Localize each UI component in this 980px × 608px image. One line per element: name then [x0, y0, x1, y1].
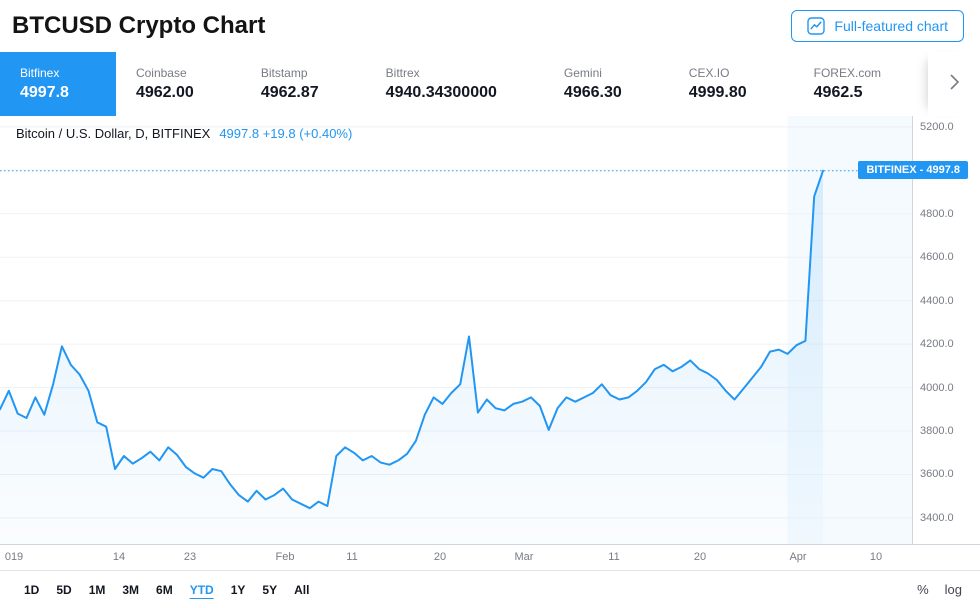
price-axis-label: 4200.0: [920, 338, 954, 350]
exchange-name: Bitfinex: [20, 66, 60, 80]
range-button-5d[interactable]: 5D: [56, 582, 72, 597]
exchange-price: 4966.30: [563, 84, 622, 101]
price-chart[interactable]: [0, 116, 912, 544]
range-button-all[interactable]: All: [294, 582, 310, 597]
time-axis[interactable]: 019 14 23 Feb 11 20 Mar 11 20 Apr 10: [0, 544, 980, 570]
time-axis-label: Feb: [275, 551, 295, 563]
time-axis-label: 23: [183, 551, 197, 563]
exchange-name: CEX.IO: [688, 66, 730, 80]
price-axis-label: 3400.0: [920, 512, 954, 524]
exchange-tab-bittrex[interactable]: Bittrex 4940.34300000: [365, 52, 544, 116]
chart-legend: Bitcoin / U.S. Dollar, D, BITFINEX 4997.8…: [16, 126, 352, 141]
price-axis-label: 5200.0: [920, 121, 954, 133]
exchange-price: 4997.8: [20, 84, 69, 101]
exchange-name: FOREX.com: [813, 66, 881, 80]
price-axis-label: 4400.0: [920, 295, 954, 307]
time-axis-label: 10: [869, 551, 883, 563]
exchange-tab-forex-com[interactable]: FOREX.com 4962.5: [793, 52, 928, 116]
log-scale-button[interactable]: log: [944, 582, 962, 597]
time-axis-label: 11: [608, 551, 620, 563]
header: BTCUSD Crypto Chart Full-featured chart: [0, 0, 980, 52]
time-axis-label: Mar: [514, 551, 534, 563]
legend-quote: 4997.8 +19.8 (+0.40%): [219, 126, 353, 141]
price-axis-label: 4000.0: [920, 382, 954, 394]
range-buttons: 1D 5D 1M 3M 6M YTD 1Y 5Y All: [24, 583, 917, 597]
page-title: BTCUSD Crypto Chart: [12, 12, 266, 39]
full-featured-chart-button[interactable]: Full-featured chart: [791, 10, 964, 42]
time-axis-label: 20: [693, 551, 707, 563]
exchange-name: Gemini: [563, 66, 602, 80]
chart-area: Bitcoin / U.S. Dollar, D, BITFINEX 4997.8…: [0, 116, 980, 570]
current-price-tag: BITFINEX - 4997.8: [858, 161, 968, 179]
tabs-scroll-right-button[interactable]: [928, 52, 980, 116]
scale-toggles: % log: [917, 582, 962, 597]
area-fill: [0, 170, 823, 544]
time-axis-label: 14: [112, 551, 126, 563]
exchange-price: 4962.87: [260, 84, 319, 101]
price-axis-label: 3800.0: [920, 425, 954, 437]
price-axis-label: 3600.0: [920, 468, 954, 480]
exchange-tab-cex-io[interactable]: CEX.IO 4999.80: [668, 52, 794, 116]
exchange-tabs-row: Bitfinex 4997.8 Coinbase 4962.00 Bitstamp 496…: [0, 52, 980, 116]
percent-scale-button[interactable]: %: [917, 582, 929, 597]
time-axis-label: 11: [346, 551, 358, 563]
range-button-1d[interactable]: 1D: [24, 582, 40, 597]
chevron-right-icon: [949, 73, 959, 95]
chart-icon: [807, 17, 826, 35]
range-button-ytd[interactable]: YTD: [189, 582, 214, 597]
price-axis-label: 4600.0: [920, 251, 954, 263]
exchange-tab-coinbase[interactable]: Coinbase 4962.00: [115, 52, 241, 116]
exchange-name: Bitstamp: [260, 66, 308, 80]
exchange-tabs: Bitfinex 4997.8 Coinbase 4962.00 Bitstamp 496…: [0, 52, 928, 116]
exchange-price: 4940.34300000: [385, 84, 497, 101]
exchange-tab-gemini[interactable]: Gemini 4966.30: [543, 52, 669, 116]
price-line: [0, 169, 824, 510]
exchange-price: 4962.00: [135, 84, 194, 101]
range-button-1m[interactable]: 1M: [88, 582, 106, 597]
time-axis-label: 20: [433, 551, 447, 563]
range-button-3m[interactable]: 3M: [122, 582, 140, 597]
chart-toolbar: 1D 5D 1M 3M 6M YTD 1Y 5Y All % log: [0, 570, 980, 608]
legend-symbol: Bitcoin / U.S. Dollar, D, BITFINEX: [16, 126, 211, 141]
price-axis[interactable]: 5200.05000.04800.04600.04400.04200.04000…: [912, 116, 980, 544]
exchange-name: Coinbase: [135, 66, 187, 80]
exchange-name: Bittrex: [385, 66, 420, 80]
range-button-5y[interactable]: 5Y: [262, 582, 278, 597]
exchange-price: 4999.80: [688, 84, 747, 101]
range-button-1y[interactable]: 1Y: [230, 582, 246, 597]
exchange-price: 4962.5: [813, 84, 863, 101]
price-axis-label: 4800.0: [920, 208, 954, 220]
full-featured-chart-label: Full-featured chart: [834, 18, 948, 34]
exchange-tab-bitfinex[interactable]: Bitfinex 4997.8: [0, 52, 116, 116]
range-button-6m[interactable]: 6M: [156, 582, 173, 597]
time-axis-label: 019: [4, 551, 24, 563]
exchange-tab-bitstamp[interactable]: Bitstamp 4962.87: [240, 52, 366, 116]
time-axis-label: Apr: [789, 551, 807, 563]
